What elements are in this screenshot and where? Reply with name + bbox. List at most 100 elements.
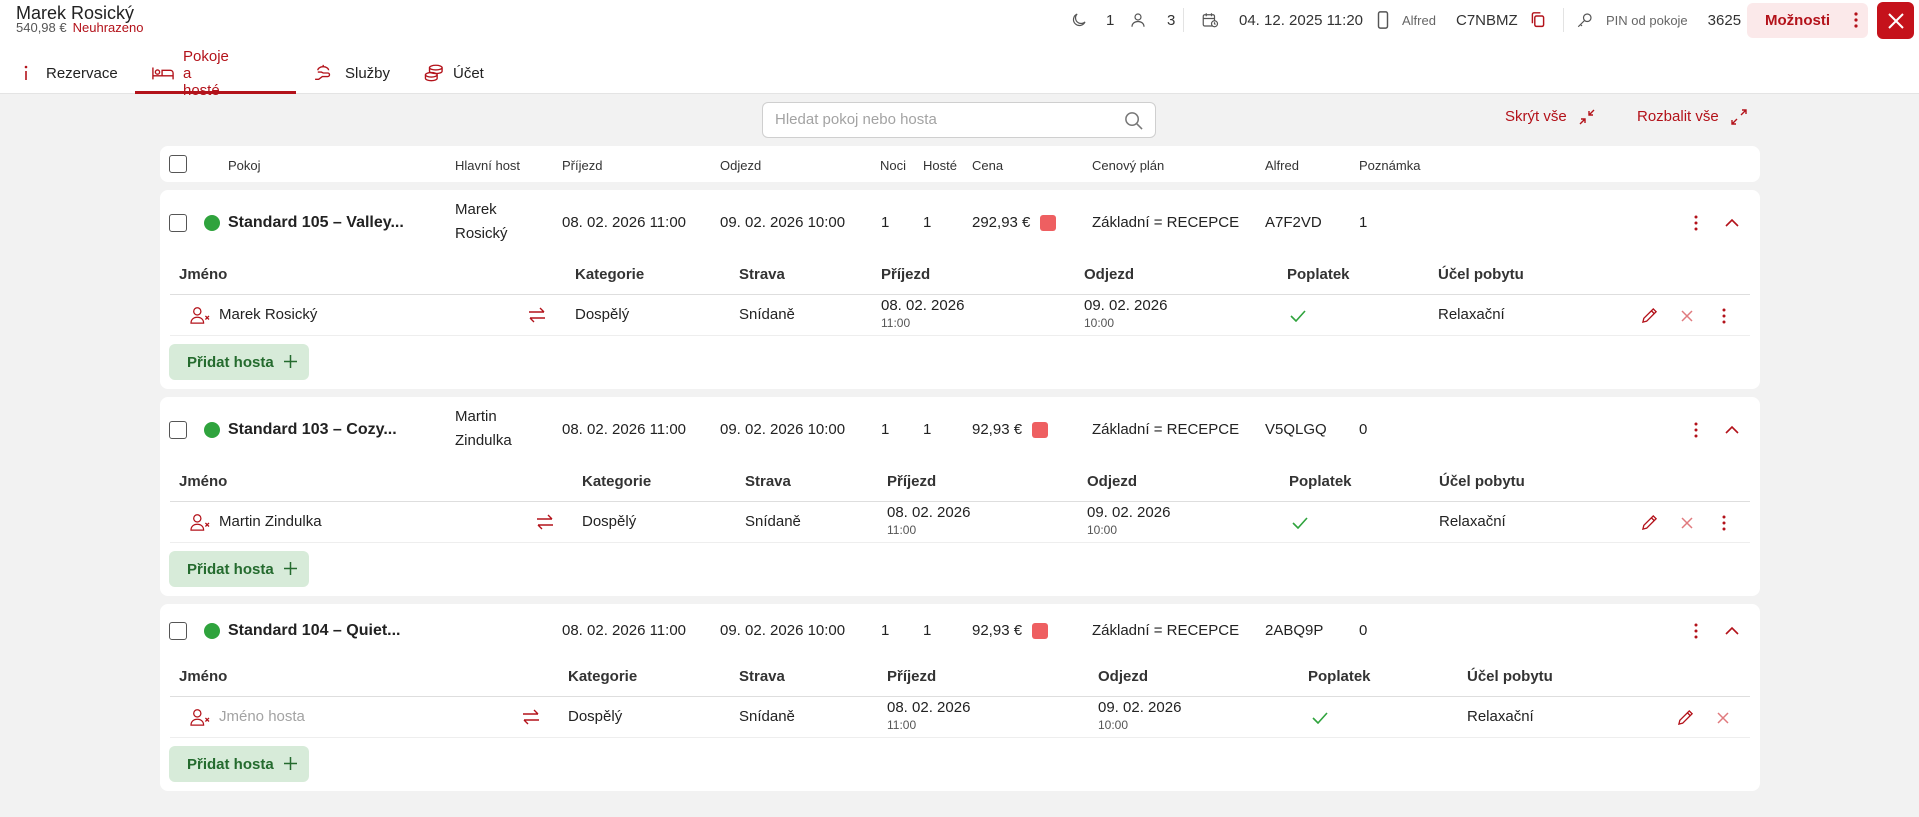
edit-pencil-icon[interactable] [1641, 514, 1658, 531]
tab-reservation[interactable]: Rezervace [23, 52, 118, 94]
room-note-count[interactable]: 0 [1359, 622, 1368, 639]
guest-name[interactable]: Martin Zindulka [219, 513, 322, 530]
search-icon[interactable] [1124, 111, 1143, 130]
guest-column-purpose: Účel pobytu [1467, 668, 1553, 685]
add-guest-button[interactable]: Přidat hosta [169, 551, 309, 587]
room-nights: 1 [881, 421, 890, 438]
bed-icon [152, 65, 174, 81]
fee-check-icon [1312, 712, 1328, 724]
remove-x-icon[interactable] [1681, 310, 1693, 322]
remove-x-icon[interactable] [1717, 712, 1729, 724]
payment-status: Neuhrazeno [72, 20, 144, 35]
service-hand-icon [314, 64, 336, 82]
plus-icon [284, 562, 297, 575]
add-guest-button[interactable]: Přidat hosta [169, 344, 309, 380]
reservation-total: 540,98 € [16, 20, 67, 35]
tab-rooms-guests[interactable]: Pokoje a hosté [152, 48, 229, 99]
room-name[interactable]: Standard 103 – Cozy... [228, 421, 397, 438]
guest-column-category: Kategorie [582, 473, 652, 490]
reservation-guest-name: Marek Rosický [16, 3, 135, 23]
room-checkbox[interactable] [169, 622, 187, 640]
select-all-checkbox[interactable] [169, 155, 187, 173]
collapse-chevron-up-icon[interactable] [1725, 218, 1739, 227]
guest-column-arrival: Příjezd [887, 668, 937, 685]
guest-purpose[interactable]: Relaxační [1439, 513, 1506, 530]
guest-name[interactable]: Marek Rosický [219, 306, 318, 323]
options-button[interactable]: Možnosti [1747, 3, 1868, 38]
room-more-icon[interactable] [1694, 422, 1698, 438]
remove-x-icon[interactable] [1681, 517, 1693, 529]
room-departure: 09. 02. 2026 10:00 [720, 214, 846, 231]
close-button[interactable] [1877, 2, 1914, 39]
swap-icon[interactable] [528, 307, 546, 323]
room-rate-plan: Základní = RECEPCE [1092, 214, 1240, 231]
reservation-summary: 540,98 € Neuhrazeno [16, 20, 143, 35]
tab-services[interactable]: Služby [314, 52, 390, 94]
nights-info: 1 [1070, 8, 1114, 32]
room-name[interactable]: Standard 104 – Quiet... [228, 622, 401, 639]
guests-info: 3 [1129, 8, 1175, 32]
collapse-chevron-up-icon[interactable] [1725, 626, 1739, 635]
room-status-dot [204, 623, 220, 639]
room-alfred-code: A7F2VD [1265, 214, 1322, 231]
options-label: Možnosti [1765, 12, 1830, 29]
channel-name: Alfred [1402, 12, 1436, 28]
tab-account[interactable]: Účet [424, 52, 484, 94]
room-note-count[interactable]: 1 [1359, 214, 1368, 231]
guest-purpose[interactable]: Relaxační [1438, 306, 1505, 323]
guest-person-icon [189, 513, 211, 531]
guest-column-departure: Odjezd [1084, 266, 1135, 283]
room-checkbox[interactable] [169, 214, 187, 232]
copy-icon[interactable] [1530, 11, 1546, 29]
guest-board[interactable]: Snídaně [739, 306, 795, 323]
swap-icon[interactable] [522, 709, 540, 725]
guest-column-fee: Poplatek [1287, 266, 1350, 283]
edit-pencil-icon[interactable] [1641, 307, 1658, 324]
guest-purpose[interactable]: Relaxační [1467, 708, 1534, 725]
guest-column-departure: Odjezd [1098, 668, 1149, 685]
guest-more-icon[interactable] [1722, 515, 1726, 531]
column-main-guest: Hlavní host [455, 158, 521, 173]
main-guest: Marek Rosický [455, 201, 508, 242]
guest-category[interactable]: Dospělý [582, 513, 637, 530]
guest-more-icon[interactable] [1722, 308, 1726, 324]
code-info: C7NBMZ [1456, 8, 1546, 32]
guest-column-fee: Poplatek [1289, 473, 1352, 490]
guest-board[interactable]: Snídaně [745, 513, 801, 530]
room-departure: 09. 02. 2026 10:00 [720, 622, 846, 639]
collapse-chevron-up-icon[interactable] [1725, 425, 1739, 434]
guest-column-fee: Poplatek [1308, 668, 1371, 685]
main-guest: Martin Zindulka [455, 408, 512, 449]
room-more-icon[interactable] [1694, 215, 1698, 231]
search-input[interactable] [775, 111, 1105, 128]
add-guest-button[interactable]: Přidat hosta [169, 746, 309, 782]
room-name[interactable]: Standard 105 – Valley... [228, 214, 404, 231]
collapse-icon [1579, 109, 1595, 125]
expand-all-button[interactable]: Rozbalit vše [1637, 108, 1747, 125]
phone-icon [1376, 11, 1390, 29]
key-icon [1576, 11, 1594, 29]
guest-category[interactable]: Dospělý [575, 306, 630, 323]
search-box [762, 102, 1156, 138]
guest-board[interactable]: Snídaně [739, 708, 795, 725]
guest-column-board: Strava [739, 266, 785, 283]
room-price: 292,93 € [972, 214, 1031, 231]
guest-person-icon [189, 306, 211, 324]
swap-icon[interactable] [536, 514, 554, 530]
room-checkbox[interactable] [169, 421, 187, 439]
room-alfred-code: V5QLGQ [1265, 421, 1327, 438]
collapse-all-button[interactable]: Skrýt vše [1505, 108, 1595, 125]
guest-name-placeholder[interactable]: Jméno hosta [219, 708, 305, 725]
nights-count: 1 [1106, 11, 1115, 29]
room-more-icon[interactable] [1694, 623, 1698, 639]
room-note-count[interactable]: 0 [1359, 421, 1368, 438]
guest-column-name: Jméno [179, 473, 228, 490]
close-icon [1887, 12, 1905, 30]
fee-check-icon [1290, 310, 1306, 322]
room-arrival: 08. 02. 2026 11:00 [562, 421, 686, 438]
room-departure: 09. 02. 2026 10:00 [720, 421, 846, 438]
guest-category[interactable]: Dospělý [568, 708, 623, 725]
edit-pencil-icon[interactable] [1677, 709, 1694, 726]
guest-column-arrival: Příjezd [881, 266, 931, 283]
guest-column-category: Kategorie [575, 266, 645, 283]
